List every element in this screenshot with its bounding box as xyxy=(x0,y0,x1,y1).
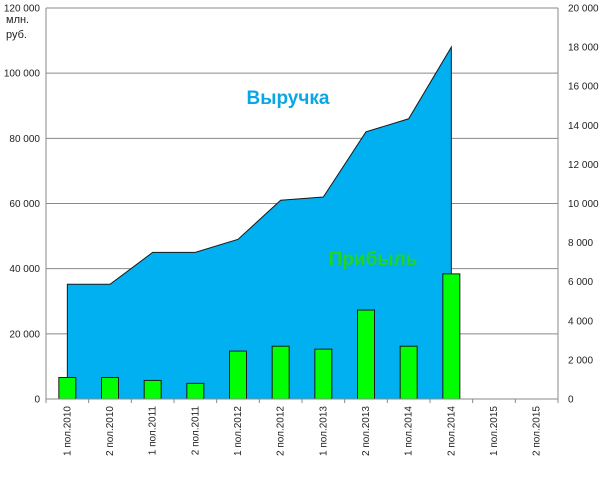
profit-bar xyxy=(101,376,119,400)
axes xyxy=(45,8,559,403)
x-tick-label: 1 пол.2015 xyxy=(489,406,500,456)
profit-bar xyxy=(442,273,461,400)
right-tick-label: 8 000 xyxy=(568,238,593,249)
right-tick-label: 14 000 xyxy=(568,121,599,132)
right-tick-label: 20 000 xyxy=(568,4,599,15)
right-tick-label: 4 000 xyxy=(568,316,593,327)
x-tick-label: 1 пол.2013 xyxy=(318,406,329,456)
x-tick-label: 2 пол.2010 xyxy=(105,406,116,456)
unit-label-line2: руб. xyxy=(6,29,27,41)
right-tick-label: 0 xyxy=(568,395,574,406)
profit-series-label: Прибыль xyxy=(329,249,418,270)
left-tick-label: 40 000 xyxy=(9,264,40,275)
right-tick-label: 16 000 xyxy=(568,82,599,93)
x-tick-label: 1 пол.2014 xyxy=(404,406,415,456)
profit-bar xyxy=(229,350,247,400)
x-tick-label: 1 пол.2012 xyxy=(233,406,244,456)
right-tick-label: 6 000 xyxy=(568,277,593,288)
x-tick-label: 1 пол.2011 xyxy=(148,406,159,456)
profit-bar xyxy=(314,348,333,400)
profit-bar xyxy=(58,376,77,400)
profit-bar xyxy=(271,345,290,400)
right-tick-label: 18 000 xyxy=(568,43,599,54)
x-tick-label: 2 пол.2011 xyxy=(190,406,201,456)
profit-bar xyxy=(399,345,418,400)
x-tick-label: 1 пол.2010 xyxy=(62,406,73,456)
profit-bar xyxy=(143,379,162,400)
profit-bar xyxy=(357,309,375,400)
x-tick-label: 2 пол.2013 xyxy=(361,406,372,456)
revenue-series-label: Выручка xyxy=(247,88,330,109)
left-tick-label: 0 xyxy=(34,395,40,406)
left-tick-label: 100 000 xyxy=(4,69,41,80)
right-axis-ticks: 0 2 000 4 000 6 000 8 000 10 000 12 000 14 000 1… xyxy=(568,4,599,406)
left-tick-label: 60 000 xyxy=(9,199,40,210)
left-tick-label: 120 000 xyxy=(4,4,41,15)
left-tick-label: 20 000 xyxy=(9,329,40,340)
revenue-area-layer xyxy=(66,45,452,400)
x-tick-label: 2 пол.2014 xyxy=(446,406,457,456)
left-tick-label: 80 000 xyxy=(9,134,40,145)
revenue-area xyxy=(66,45,452,400)
x-tick-label: 2 пол.2012 xyxy=(276,406,287,456)
right-tick-label: 2 000 xyxy=(568,355,593,366)
right-tick-label: 10 000 xyxy=(568,199,599,210)
x-axis-ticks: 1 пол.2010 2 пол.2010 1 пол.2011 2 пол.2011… xyxy=(62,406,542,456)
right-tick-label: 12 000 xyxy=(568,160,599,171)
x-tick-label: 2 пол.2015 xyxy=(532,406,543,456)
unit-label-line1: млн. xyxy=(6,14,29,26)
left-axis-ticks: 0 20 000 40 000 60 000 80 000 100 000 120 000 xyxy=(4,4,41,406)
profit-bar xyxy=(186,382,205,400)
